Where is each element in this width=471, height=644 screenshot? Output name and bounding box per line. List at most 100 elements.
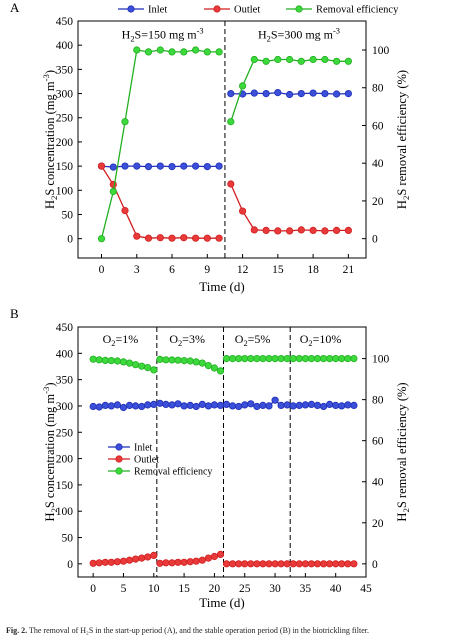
panel-label: A (10, 0, 20, 15)
data-point (138, 362, 146, 370)
data-point (350, 560, 358, 568)
data-point (156, 234, 164, 242)
legend-entry: Removal efficiency (316, 5, 399, 16)
data-point (192, 358, 200, 366)
data-point (274, 227, 282, 235)
data-point (307, 354, 315, 363)
legend: Inlet Outlet Removal efficiency (118, 5, 399, 16)
series-line (230, 58, 349, 122)
data-point (309, 55, 317, 64)
data-point (338, 560, 346, 568)
data-point (204, 361, 212, 370)
data-point (229, 354, 237, 363)
plot-frame (77, 20, 367, 259)
data-point (325, 400, 334, 408)
x-tick-label: 9 (204, 264, 210, 276)
data-point (162, 400, 170, 408)
data-point (325, 354, 334, 363)
data-point (247, 400, 255, 408)
data-point (301, 560, 309, 568)
series-outlet (89, 550, 358, 568)
data-point (215, 48, 223, 56)
data-point (262, 226, 270, 234)
y-tick-label: 100 (56, 506, 74, 518)
data-point (344, 57, 352, 65)
data-point (265, 560, 273, 568)
caption-text: The removal of H₂S in the start-up perio… (28, 626, 369, 635)
y-tick-label: 100 (56, 185, 74, 197)
data-point (265, 402, 273, 410)
y2-tick-label: 0 (372, 234, 378, 246)
data-point (192, 402, 200, 411)
data-point (125, 556, 134, 564)
period-annotation: O2=5% (235, 332, 271, 348)
legend-entry: Outlet (134, 455, 159, 466)
data-point (133, 46, 141, 54)
data-point (95, 559, 103, 567)
data-point (247, 560, 255, 568)
legend-swatch-marker (115, 467, 123, 475)
data-point (332, 57, 341, 65)
data-point (283, 354, 291, 363)
legend-swatch-marker (115, 443, 123, 451)
data-point (250, 226, 258, 234)
y2-tick-label: 20 (372, 518, 384, 530)
figure-caption: Fig. 2. The removal of H₂S in the start-… (6, 626, 468, 636)
data-point (247, 354, 255, 363)
data-point (319, 354, 328, 363)
series-removal-efficiency (97, 46, 352, 243)
x-tick-label: 35 (300, 583, 312, 595)
data-point (332, 90, 341, 98)
data-point (313, 354, 322, 363)
data-point (229, 402, 237, 410)
series-removal-efficiency (89, 354, 358, 375)
period-annotation: O2=10% (300, 332, 342, 348)
data-point (283, 401, 291, 409)
data-point (180, 558, 188, 566)
data-point (138, 402, 146, 411)
data-point (168, 48, 176, 56)
data-point (250, 89, 258, 97)
legend-entry: Outlet (234, 5, 260, 16)
x-tick-label: 12 (237, 264, 249, 276)
data-point (204, 554, 212, 562)
legend-swatch-marker (127, 5, 135, 13)
legend-swatch-marker (295, 5, 303, 13)
x-tick-label: 21 (343, 264, 355, 276)
data-point (168, 559, 176, 567)
data-point (283, 560, 291, 568)
data-point (107, 356, 115, 365)
data-point (289, 560, 297, 568)
chart-panel-b: B050100150200250300350400450020406080100… (10, 306, 411, 610)
legend-entry: Inlet (134, 443, 153, 454)
y-tick-label: 300 (56, 401, 74, 413)
data-point (227, 180, 235, 188)
data-point (180, 48, 188, 56)
data-point (289, 354, 297, 363)
data-point (289, 402, 297, 410)
data-point (338, 354, 346, 363)
data-point (277, 401, 285, 409)
data-point (216, 550, 225, 559)
data-point (107, 402, 115, 410)
y-tick-label: 350 (56, 375, 74, 387)
data-point (309, 226, 317, 234)
data-point (277, 560, 285, 568)
legend-swatch-marker (213, 5, 221, 13)
y2-tick-label: 80 (372, 83, 384, 95)
y2-axis-title: H2S removal efficiency (%) (395, 70, 411, 209)
data-point (180, 234, 188, 242)
data-point (325, 560, 334, 568)
data-point (156, 162, 164, 170)
data-point (204, 402, 212, 410)
legend-swatch-marker (115, 455, 123, 463)
data-point (101, 401, 109, 409)
x-tick-label: 20 (209, 583, 221, 595)
data-point (109, 187, 117, 196)
data-point (162, 559, 170, 567)
data-point (277, 354, 285, 363)
data-point (350, 401, 358, 409)
series-inlet (89, 396, 358, 412)
data-point (174, 558, 182, 566)
data-point (203, 163, 211, 171)
